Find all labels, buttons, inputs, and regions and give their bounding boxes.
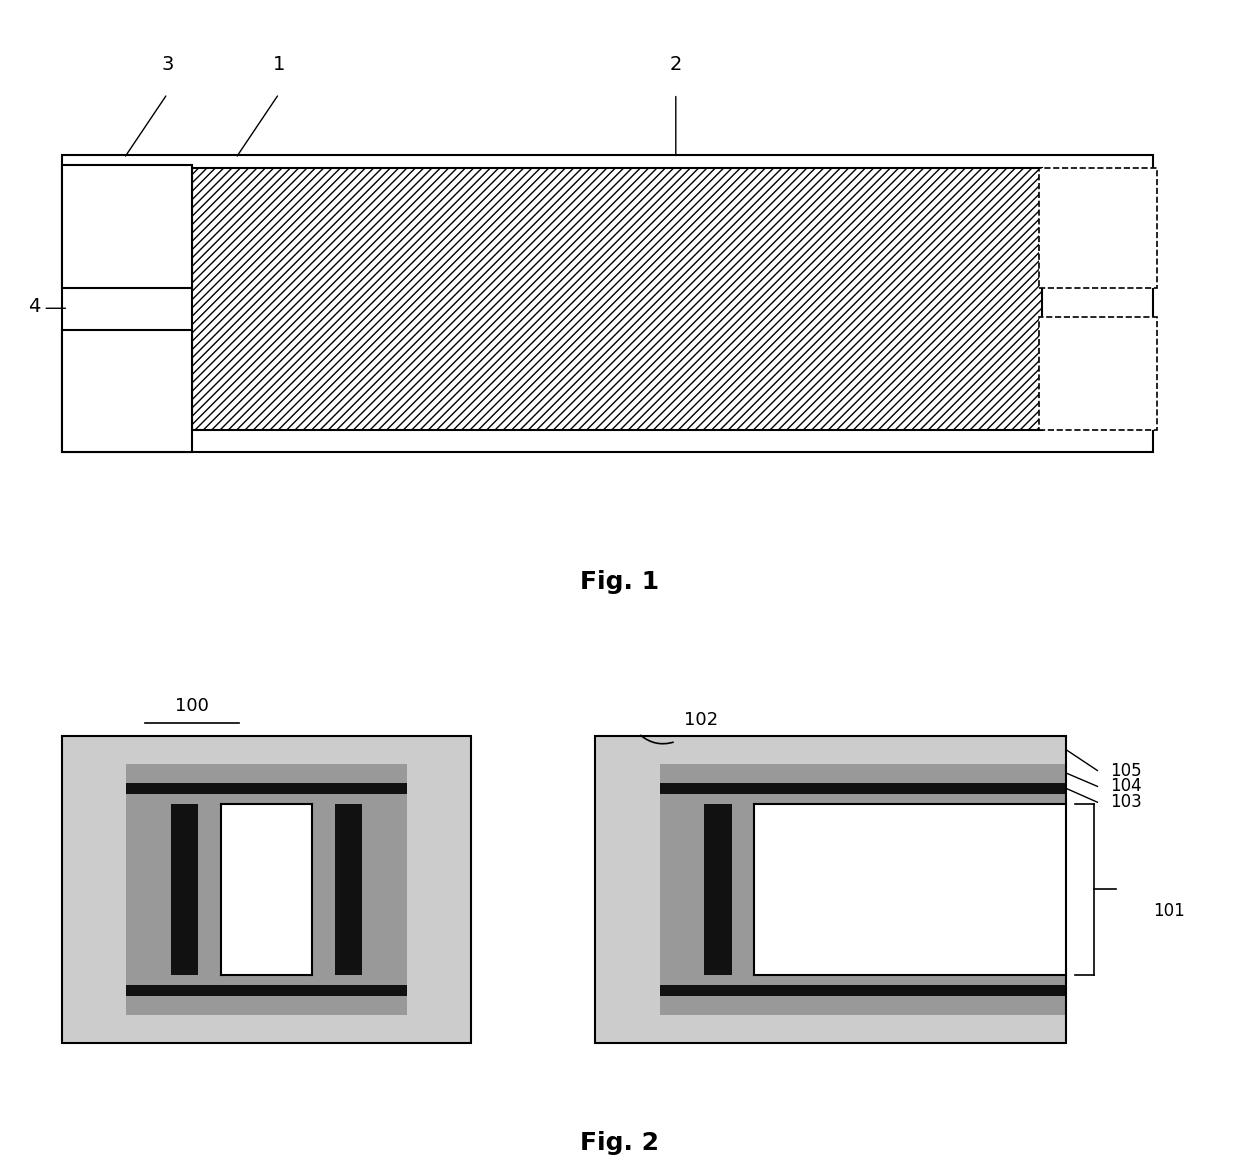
Text: 105: 105 bbox=[1110, 761, 1142, 779]
Bar bbox=[660, 764, 1066, 783]
Bar bbox=[754, 804, 1066, 975]
Text: Fig. 1: Fig. 1 bbox=[580, 570, 660, 593]
Bar bbox=[660, 783, 1066, 794]
Bar bbox=[660, 804, 704, 975]
Bar bbox=[732, 804, 754, 975]
Bar bbox=[62, 165, 192, 288]
Bar bbox=[660, 996, 1066, 1015]
Bar bbox=[126, 985, 407, 996]
Bar bbox=[335, 804, 362, 975]
Bar bbox=[595, 736, 1066, 1043]
Text: 4: 4 bbox=[29, 297, 41, 316]
Bar bbox=[126, 764, 407, 783]
Bar bbox=[595, 736, 1066, 1043]
Text: 2: 2 bbox=[670, 55, 682, 74]
Bar bbox=[1039, 168, 1157, 288]
Bar bbox=[221, 804, 312, 975]
Bar bbox=[62, 329, 192, 452]
Bar bbox=[126, 794, 407, 804]
Bar bbox=[362, 804, 407, 975]
Bar bbox=[704, 804, 732, 975]
Bar bbox=[62, 736, 471, 1043]
Text: 102: 102 bbox=[683, 711, 718, 730]
Text: 103: 103 bbox=[1110, 793, 1142, 811]
Bar bbox=[312, 804, 335, 975]
Bar bbox=[1039, 317, 1157, 430]
Bar bbox=[171, 804, 198, 975]
Text: 3: 3 bbox=[161, 55, 174, 74]
Text: 101: 101 bbox=[1153, 901, 1185, 920]
Bar bbox=[660, 975, 1066, 985]
Bar bbox=[198, 804, 221, 975]
Bar bbox=[660, 985, 1066, 996]
Bar bbox=[62, 736, 471, 1043]
Bar bbox=[126, 996, 407, 1015]
Text: Fig. 2: Fig. 2 bbox=[580, 1132, 660, 1155]
Bar bbox=[62, 155, 1153, 452]
Bar bbox=[126, 783, 407, 794]
Bar bbox=[126, 804, 171, 975]
Bar bbox=[660, 794, 1066, 804]
Text: 1: 1 bbox=[273, 55, 285, 74]
Text: 104: 104 bbox=[1110, 778, 1142, 795]
Text: 100: 100 bbox=[175, 697, 210, 714]
Bar bbox=[126, 975, 407, 985]
Bar bbox=[192, 168, 1042, 430]
